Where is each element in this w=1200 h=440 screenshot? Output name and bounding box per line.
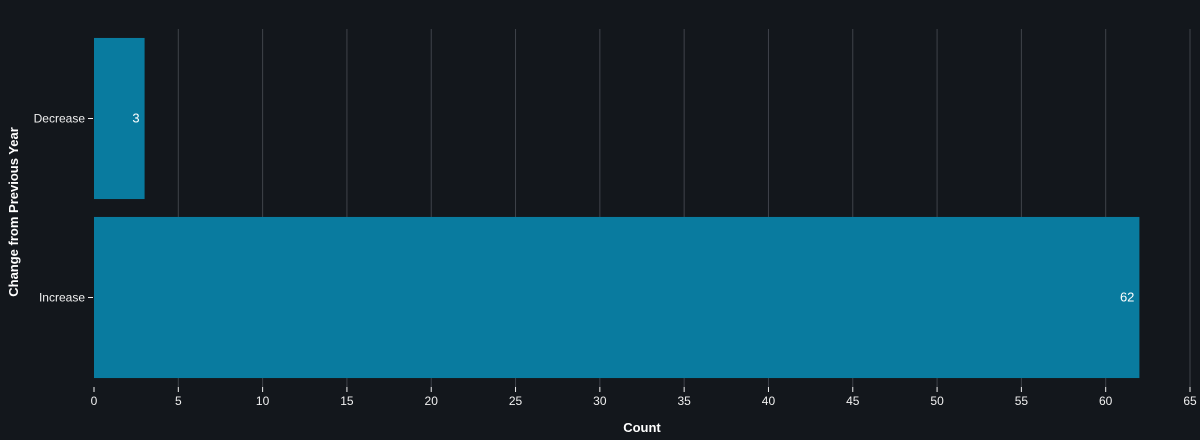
x-tick-label: 35 [677,394,691,408]
x-tick-label: 25 [509,394,523,408]
y-axis: Decrease Increase [34,112,93,305]
x-tick-label: 20 [425,394,439,408]
x-tick-label: 5 [175,394,182,408]
y-tick-label: Increase [39,291,85,305]
x-tick-label: 10 [256,394,270,408]
y-axis-title: Change from Previous Year [6,127,21,297]
x-tick-label: 30 [593,394,607,408]
x-axis-title: Count [623,420,661,435]
x-axis: 0 5 10 15 20 25 30 35 40 45 50 55 60 65 [91,387,1197,408]
bars: 3 62 [94,37,1140,379]
y-tick-label: Decrease [34,112,86,126]
x-tick-label: 40 [762,394,776,408]
x-tick-label: 60 [1099,394,1113,408]
x-tick-label: 65 [1183,394,1197,408]
x-tick-label: 45 [846,394,860,408]
data-label: 3 [132,111,139,126]
x-tick-label: 55 [1015,394,1029,408]
x-tick-label: 15 [340,394,354,408]
x-tick-label: 0 [91,394,98,408]
bar-decrease[interactable] [94,37,145,200]
data-label: 62 [1120,290,1134,305]
bar-increase[interactable] [94,216,1140,379]
x-tick-label: 50 [930,394,944,408]
